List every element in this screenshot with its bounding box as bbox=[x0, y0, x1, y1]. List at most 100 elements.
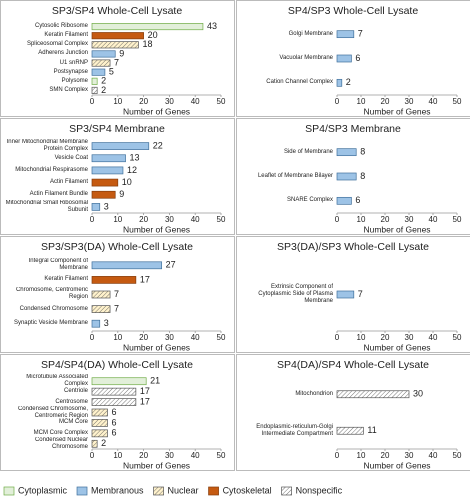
category-label: Endoplasmic-reticulum-Golgi Intermediate… bbox=[256, 423, 333, 437]
category-label: Cation Channel Complex bbox=[266, 79, 333, 86]
value-label: 17 bbox=[140, 274, 150, 284]
bar bbox=[91, 178, 119, 187]
x-tick-label: 10 bbox=[357, 451, 366, 460]
chart-title: SP4(DA)/SP4 Whole-Cell Lysate bbox=[277, 359, 429, 371]
value-label: 7 bbox=[358, 289, 363, 299]
category-label: Condensed Chromosome, Centromeric Region bbox=[17, 405, 88, 419]
bar bbox=[91, 276, 137, 284]
bar bbox=[91, 429, 108, 438]
legend-swatch bbox=[3, 486, 15, 496]
value-label: 6 bbox=[111, 417, 116, 427]
bar bbox=[91, 408, 108, 417]
value-label: 6 bbox=[355, 195, 360, 205]
value-label: 6 bbox=[111, 428, 116, 438]
x-tick-label: 40 bbox=[429, 215, 438, 224]
category-label: Inner Mitochondrial Membrane Protein Com… bbox=[6, 139, 88, 153]
value-label: 17 bbox=[140, 396, 150, 406]
x-tick-label: 30 bbox=[165, 451, 174, 460]
value-label: 9 bbox=[119, 189, 124, 199]
category-label: Synaptic Vesicle Membrane bbox=[13, 320, 88, 327]
x-tick-label: 10 bbox=[357, 97, 366, 106]
x-tick-label: 40 bbox=[191, 451, 200, 460]
x-tick-label: 50 bbox=[217, 97, 226, 106]
bar bbox=[91, 319, 101, 328]
x-tick-label: 20 bbox=[139, 333, 148, 342]
bar bbox=[336, 290, 355, 299]
value-label: 5 bbox=[109, 67, 114, 77]
chart-title: SP3/SP3(DA) Whole-Cell Lysate bbox=[41, 241, 193, 253]
bar bbox=[91, 154, 126, 163]
x-tick-label: 0 bbox=[335, 215, 340, 224]
x-axis-label: Number of Genes bbox=[123, 342, 190, 352]
x-tick-label: 20 bbox=[139, 97, 148, 106]
bar bbox=[91, 23, 204, 31]
value-label: 43 bbox=[207, 21, 217, 31]
x-tick-label: 0 bbox=[335, 333, 340, 342]
bar bbox=[91, 59, 111, 67]
panel-border bbox=[0, 236, 235, 353]
x-tick-label: 0 bbox=[90, 451, 95, 460]
chart-title: SP4/SP3 Whole-Cell Lysate bbox=[288, 5, 418, 17]
x-tick-label: 30 bbox=[405, 451, 414, 460]
bar bbox=[91, 387, 137, 396]
x-tick-label: 20 bbox=[381, 97, 390, 106]
legend-swatch bbox=[153, 486, 164, 496]
x-tick-label: 10 bbox=[113, 451, 122, 460]
value-label: 6 bbox=[111, 407, 116, 417]
value-label: 18 bbox=[142, 39, 152, 49]
bar bbox=[91, 32, 144, 40]
x-tick-label: 0 bbox=[90, 333, 95, 342]
panel-border bbox=[0, 0, 235, 117]
x-tick-label: 0 bbox=[335, 97, 340, 106]
x-tick-label: 40 bbox=[429, 333, 438, 342]
bar bbox=[336, 30, 355, 39]
value-label: 3 bbox=[104, 318, 109, 328]
bar bbox=[91, 203, 101, 211]
x-tick-label: 0 bbox=[335, 451, 340, 460]
x-tick-label: 30 bbox=[405, 333, 414, 342]
category-label: Extrinsic Component of Cytoplasmic Side … bbox=[258, 284, 333, 304]
value-label: 30 bbox=[413, 389, 423, 399]
x-tick-label: 30 bbox=[165, 215, 174, 224]
value-label: 22 bbox=[153, 140, 163, 150]
x-tick-label: 40 bbox=[429, 451, 438, 460]
category-label: Mitochondrion bbox=[295, 390, 333, 397]
bar bbox=[336, 78, 343, 87]
bar bbox=[336, 390, 410, 399]
category-label: Integral Component of Membrane bbox=[28, 258, 88, 272]
value-label: 8 bbox=[360, 147, 365, 157]
chart-title: SP3/SP4 Membrane bbox=[69, 123, 165, 135]
value-label: 20 bbox=[148, 30, 158, 40]
bar bbox=[91, 77, 98, 85]
x-tick-label: 10 bbox=[357, 333, 366, 342]
x-tick-label: 0 bbox=[90, 97, 95, 106]
panel-border bbox=[236, 236, 470, 353]
bar bbox=[91, 142, 150, 150]
bar bbox=[91, 86, 98, 94]
value-label: 12 bbox=[127, 165, 137, 175]
bar bbox=[91, 50, 116, 58]
value-label: 2 bbox=[101, 85, 106, 95]
x-tick-label: 50 bbox=[453, 451, 462, 460]
x-tick-label: 40 bbox=[191, 333, 200, 342]
bar bbox=[91, 68, 106, 76]
bar bbox=[336, 148, 357, 157]
x-tick-label: 30 bbox=[405, 215, 414, 224]
category-label: SMN Complex bbox=[49, 86, 88, 93]
category-label: Chromosome, Centromeric Region bbox=[15, 287, 88, 301]
x-tick-label: 40 bbox=[191, 215, 200, 224]
category-label: MCM Core Complex bbox=[33, 429, 88, 436]
category-label: Vesicle Coat bbox=[54, 154, 88, 161]
bar bbox=[91, 166, 124, 175]
legend-label: Cytoplasmic bbox=[18, 485, 68, 495]
category-label: Condensed Chromosome bbox=[19, 305, 88, 312]
value-label: 21 bbox=[150, 376, 160, 386]
x-tick-label: 50 bbox=[453, 333, 462, 342]
x-tick-label: 50 bbox=[453, 97, 462, 106]
category-label: Side of Membrane bbox=[283, 148, 333, 155]
x-tick-label: 50 bbox=[217, 333, 226, 342]
x-axis-label: Number of Genes bbox=[123, 224, 190, 234]
x-tick-label: 10 bbox=[113, 333, 122, 342]
legend-swatch bbox=[208, 486, 219, 496]
